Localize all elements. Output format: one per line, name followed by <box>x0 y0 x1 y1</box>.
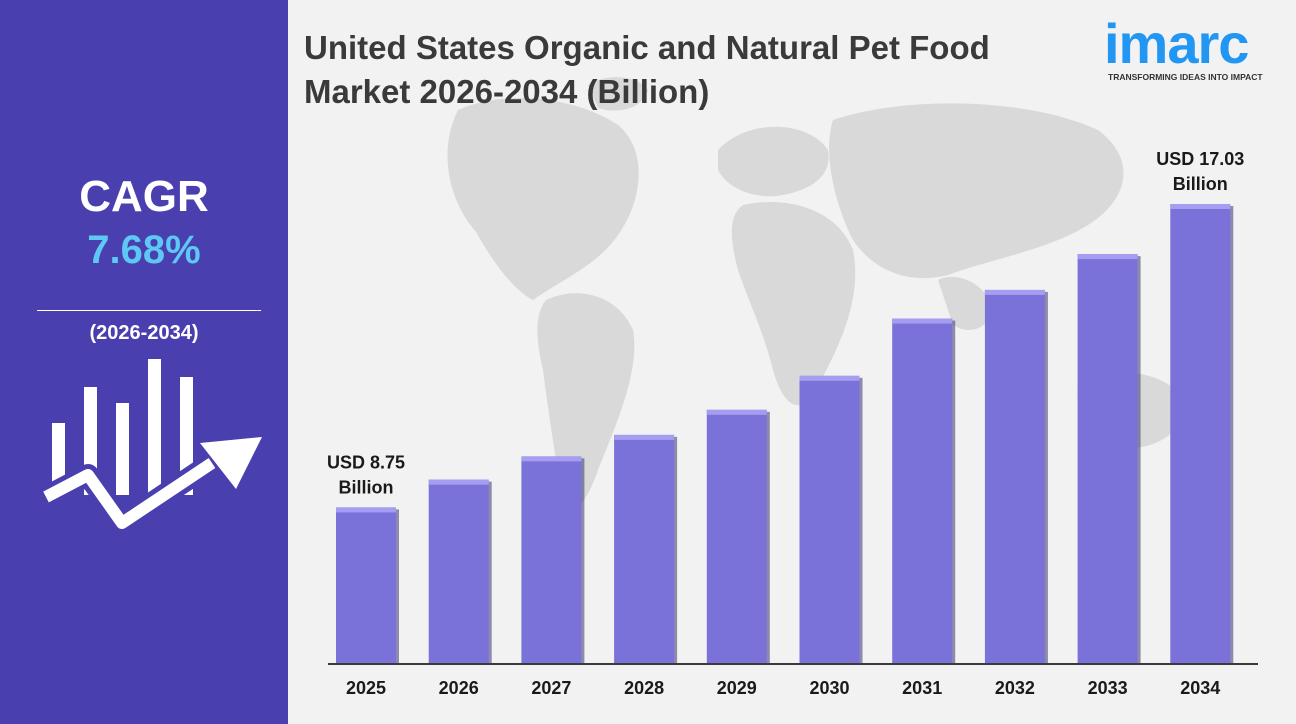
cagr-value: 7.68% <box>87 228 201 272</box>
logo-tagline: TRANSFORMING IDEAS INTO IMPACT <box>1108 72 1263 82</box>
chart-panel: United States Organic and Natural Pet Fo… <box>288 0 1296 724</box>
bar-2029 <box>706 409 770 664</box>
cagr-label: CAGR <box>79 172 209 221</box>
data-label-2034: USD 17.03 Billion <box>1156 149 1244 194</box>
sidebar-divider <box>37 310 261 311</box>
data-label-2025: USD 8.75 Billion <box>327 452 405 497</box>
chart-title: United States Organic and Natural Pet Fo… <box>304 29 990 110</box>
logo-wordmark: imarc <box>1104 12 1249 75</box>
forecast-period: (2026-2034) <box>89 322 199 344</box>
x-tick-label-2030: 2030 <box>809 678 849 698</box>
bar-2033 <box>1077 254 1141 664</box>
bar-2034 <box>1170 204 1234 664</box>
bar-2026 <box>428 479 492 664</box>
x-tick-label-2031: 2031 <box>902 678 942 698</box>
x-tick-label-2026: 2026 <box>439 678 479 698</box>
x-tick-label-2034: 2034 <box>1180 678 1220 698</box>
imarc-logo: imarc TRANSFORMING IDEAS INTO IMPACT <box>1104 6 1284 90</box>
x-tick-label-2032: 2032 <box>995 678 1035 698</box>
bar-2031 <box>892 318 956 664</box>
x-tick-label-2029: 2029 <box>717 678 757 698</box>
bar-2030 <box>799 375 863 664</box>
bar-chart: 2025 2026 2027 2028 2029 2030 2031 2032 2033 2034… <box>327 149 1258 698</box>
bar-2027 <box>521 456 585 664</box>
x-tick-label-2028: 2028 <box>624 678 664 698</box>
x-tick-label-2027: 2027 <box>531 678 571 698</box>
growth-chart-arrow-icon <box>40 359 262 530</box>
bar-2028 <box>614 434 678 664</box>
cagr-sidebar: CAGR 7.68% (2026-2034) <box>0 0 288 724</box>
x-tick-label-2025: 2025 <box>346 678 386 698</box>
bar-2032 <box>984 289 1048 664</box>
bar-2025 <box>336 507 399 664</box>
x-tick-label-2033: 2033 <box>1088 678 1128 698</box>
